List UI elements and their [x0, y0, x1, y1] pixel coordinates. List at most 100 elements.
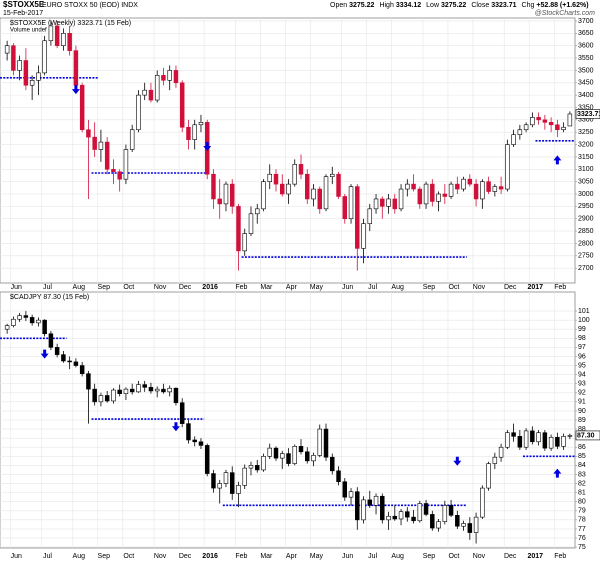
- x-tick-label: 2017: [527, 284, 543, 291]
- candle-body: [455, 515, 460, 527]
- candle-body: [42, 319, 47, 335]
- y-tick-label: 77: [578, 526, 586, 533]
- candle-body: [217, 483, 222, 489]
- candle-body: [29, 79, 35, 86]
- x-tick-label: Oct: [123, 553, 134, 560]
- y-tick-label: 2700: [578, 265, 594, 272]
- candle-body: [11, 318, 16, 326]
- candle-body: [386, 198, 391, 207]
- candle-body: [561, 436, 566, 447]
- x-tick-label: Oct: [448, 284, 459, 291]
- y-tick-label: 2900: [578, 216, 594, 223]
- y-tick-label: 89: [578, 417, 586, 424]
- candle-body: [54, 347, 60, 355]
- candle-body: [442, 193, 448, 197]
- candle-body: [511, 432, 516, 437]
- y-tick-label: 101: [578, 308, 590, 315]
- x-tick-label: May: [310, 284, 324, 291]
- candle-body: [167, 70, 172, 81]
- candle-body: [442, 505, 448, 522]
- candle-body: [523, 124, 529, 131]
- candle-body: [311, 455, 316, 462]
- candle-body: [242, 467, 247, 486]
- candle-body: [148, 387, 154, 392]
- candle-body: [486, 181, 491, 192]
- candle-body: [229, 472, 235, 494]
- arrow: [553, 468, 562, 478]
- candle-body: [98, 395, 104, 403]
- y-tick-label: 2850: [578, 228, 594, 235]
- candle-body: [342, 196, 348, 220]
- date: 15-Feb-2017: [3, 10, 43, 17]
- candle-body: [523, 430, 529, 448]
- credit: @StockCharts.com: [535, 10, 596, 17]
- candle-body: [430, 183, 435, 202]
- candle-body: [348, 491, 354, 498]
- y-tick-label: 90: [578, 408, 586, 415]
- y-tick-label: 99: [578, 326, 586, 333]
- y-tick-label: 81: [578, 489, 586, 496]
- x-tick-label: Dec: [504, 284, 517, 291]
- quote-value: 3334.12: [396, 2, 421, 9]
- candle-body: [336, 173, 341, 197]
- candle-body: [36, 319, 41, 324]
- y-tick-label: 92: [578, 390, 586, 397]
- candle-body: [542, 119, 548, 123]
- candle-body: [61, 354, 66, 362]
- x-tick-label: Sep: [423, 284, 436, 291]
- candle-body: [98, 141, 104, 150]
- candle-body: [223, 472, 229, 484]
- quote-label: Open: [330, 2, 347, 9]
- candle-body: [480, 181, 485, 200]
- y-tick-label: 3700: [578, 18, 594, 25]
- x-tick-label: Jul: [368, 284, 377, 291]
- y-tick-label: 78: [578, 517, 586, 524]
- candle-body: [317, 428, 323, 456]
- candle-body: [430, 514, 435, 529]
- y-tick-label: 98: [578, 335, 586, 342]
- candle-body: [398, 511, 404, 520]
- quote-label: Low: [426, 2, 440, 9]
- candle-body: [305, 451, 310, 462]
- panel-title: $STOXX5E (Weekly) 3323.71 (15 Feb): [10, 20, 131, 27]
- x-tick-label: Feb: [235, 284, 247, 291]
- x-tick-label: Jun: [11, 553, 22, 560]
- candle-body: [254, 208, 260, 215]
- candle-body: [136, 94, 141, 131]
- symbol: $STOXX5E: [3, 0, 45, 9]
- candle-body: [92, 388, 97, 403]
- y-tick-label: 2750: [578, 253, 594, 260]
- candle-body: [73, 361, 79, 366]
- candle-body: [567, 435, 573, 437]
- candle-body: [223, 183, 229, 205]
- candle-body: [298, 446, 304, 453]
- candle-body: [305, 173, 310, 200]
- candle-body: [111, 389, 116, 402]
- candle-body: [561, 126, 566, 131]
- candle-body: [530, 430, 535, 443]
- x-tick-label: Jul: [368, 553, 377, 560]
- candle-body: [486, 463, 491, 489]
- quote-label: Close: [471, 2, 489, 9]
- candle-body: [73, 50, 79, 86]
- last-value-box: [575, 430, 600, 441]
- candle-body: [217, 198, 222, 205]
- candle-body: [411, 516, 416, 522]
- y-tick-label: 80: [578, 499, 586, 506]
- candle-body: [248, 465, 254, 469]
- candle-body: [136, 384, 141, 393]
- x-tick-label: Nov: [473, 553, 486, 560]
- y-tick-label: 93: [578, 381, 586, 388]
- candle-body: [248, 213, 254, 234]
- plot-area: [0, 17, 576, 284]
- candle-body: [467, 523, 473, 533]
- candle-body: [261, 456, 266, 471]
- y-tick-label: 3250: [578, 129, 594, 136]
- panel-title: $CADJPY 87.30 (15 Feb): [10, 294, 89, 301]
- candle-body: [23, 315, 29, 318]
- candle-body: [367, 499, 373, 506]
- candle-body: [117, 389, 122, 394]
- candle-body: [555, 124, 560, 131]
- candle-body: [229, 183, 235, 207]
- y-tick-label: 3550: [578, 55, 594, 62]
